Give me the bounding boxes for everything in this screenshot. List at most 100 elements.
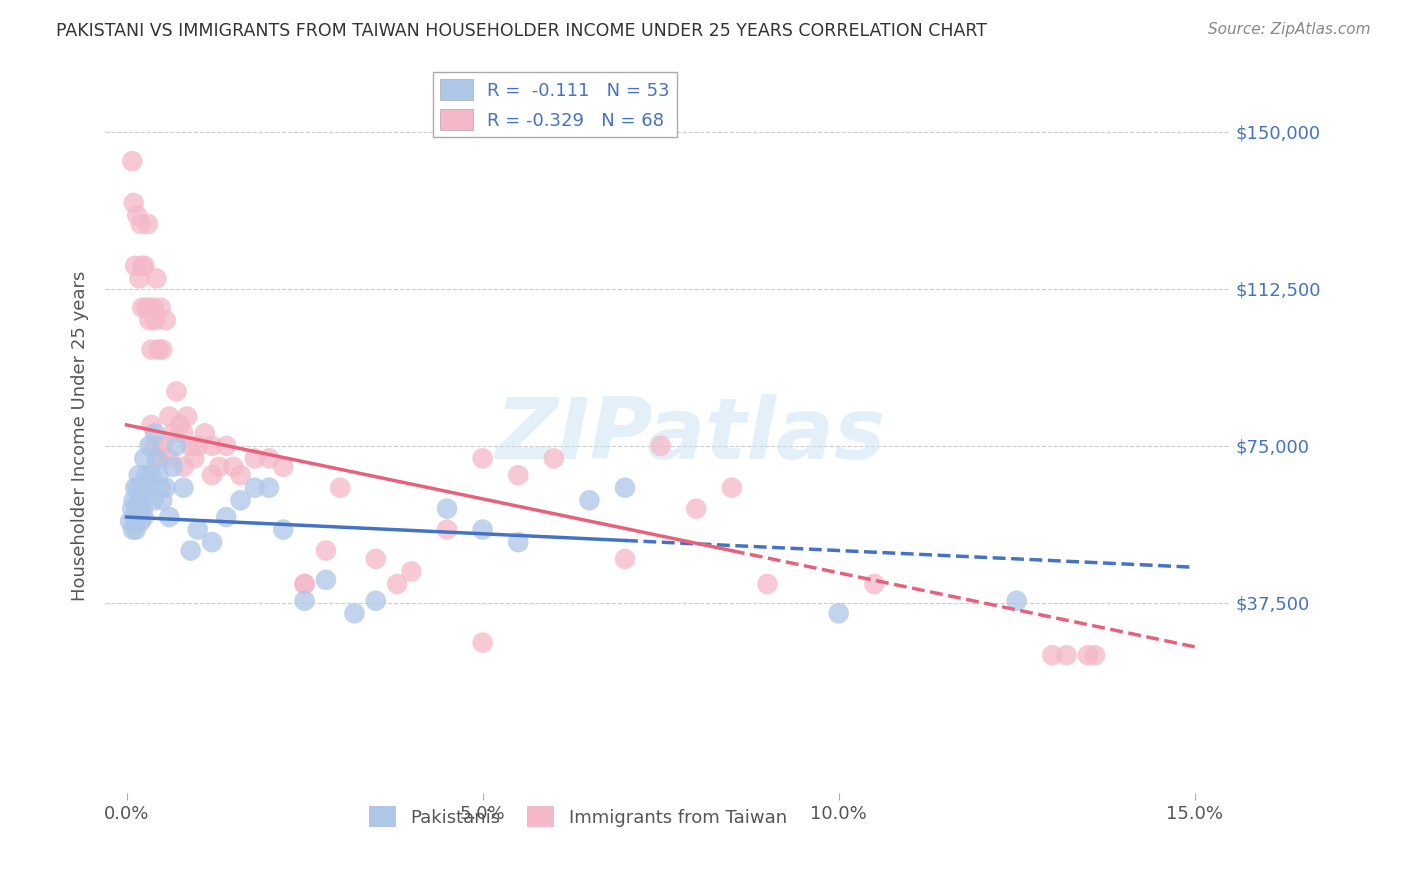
Point (131, 493, 153, 508)
Point (176, 409, 198, 424)
Point (150, 439, 173, 453)
Point (201, 468, 224, 483)
Point (208, 459, 231, 474)
Point (136, 481, 159, 495)
Point (142, 493, 165, 508)
Point (650, 439, 672, 453)
Point (134, 451, 156, 466)
Point (294, 594, 316, 608)
Point (1005, 594, 1028, 608)
Point (173, 481, 195, 495)
Point (124, 510, 146, 524)
Point (578, 493, 600, 508)
Point (1040, 648, 1063, 663)
Point (125, 523, 148, 537)
Text: ZIPatlas: ZIPatlas (495, 394, 886, 477)
Point (364, 594, 387, 608)
Point (173, 459, 195, 474)
Point (271, 523, 294, 537)
Point (122, 196, 145, 211)
Point (131, 259, 153, 273)
Point (194, 426, 217, 441)
Point (721, 481, 744, 495)
Point (155, 481, 177, 495)
Point (148, 451, 170, 466)
Point (128, 271, 150, 285)
Point (401, 565, 423, 579)
Point (127, 209, 149, 223)
Point (122, 523, 145, 537)
Legend: Pakistanis, Immigrants from Taiwan: Pakistanis, Immigrants from Taiwan (361, 799, 794, 834)
Point (364, 552, 387, 566)
Point (143, 313, 166, 327)
Point (1077, 648, 1099, 663)
Point (132, 501, 155, 516)
Point (315, 573, 337, 587)
Point (543, 451, 565, 466)
Point (180, 439, 202, 453)
Point (127, 510, 149, 524)
Point (148, 343, 170, 357)
Point (157, 510, 180, 524)
Point (122, 493, 145, 508)
Point (201, 439, 224, 453)
Point (257, 481, 280, 495)
Point (165, 384, 187, 399)
Point (329, 481, 352, 495)
Point (155, 313, 177, 327)
Y-axis label: Householder Income Under 25 years: Householder Income Under 25 years (72, 270, 89, 600)
Point (756, 577, 779, 591)
Point (131, 481, 153, 495)
Point (508, 535, 530, 549)
Point (138, 439, 160, 453)
Point (187, 523, 209, 537)
Point (145, 451, 167, 466)
Point (148, 468, 170, 483)
Point (135, 468, 157, 483)
Point (149, 481, 172, 495)
Point (142, 301, 165, 315)
Point (134, 259, 156, 273)
Point (157, 409, 180, 424)
Point (436, 523, 458, 537)
Point (271, 459, 294, 474)
Point (215, 510, 238, 524)
Point (685, 501, 707, 516)
Point (150, 493, 173, 508)
Point (1056, 648, 1078, 663)
Point (201, 535, 224, 549)
Point (162, 426, 184, 441)
Point (124, 259, 146, 273)
Point (120, 514, 142, 528)
Point (143, 426, 166, 441)
Point (508, 468, 530, 483)
Point (129, 217, 152, 231)
Point (141, 468, 163, 483)
Point (132, 510, 155, 524)
Point (215, 439, 238, 453)
Point (294, 577, 316, 591)
Point (121, 154, 143, 169)
Point (125, 501, 148, 516)
Point (131, 301, 153, 315)
Text: Source: ZipAtlas.com: Source: ZipAtlas.com (1208, 22, 1371, 37)
Point (187, 439, 209, 453)
Point (183, 451, 205, 466)
Point (294, 577, 316, 591)
Point (128, 468, 150, 483)
Point (614, 481, 637, 495)
Point (143, 439, 166, 453)
Point (136, 217, 159, 231)
Text: PAKISTANI VS IMMIGRANTS FROM TAIWAN HOUSEHOLDER INCOME UNDER 25 YEARS CORRELATIO: PAKISTANI VS IMMIGRANTS FROM TAIWAN HOUS… (56, 22, 987, 40)
Point (138, 313, 160, 327)
Point (149, 301, 172, 315)
Point (243, 481, 266, 495)
Point (129, 501, 152, 516)
Point (222, 459, 245, 474)
Point (229, 468, 252, 483)
Point (343, 607, 366, 621)
Point (1084, 648, 1107, 663)
Point (173, 426, 195, 441)
Point (614, 552, 637, 566)
Point (150, 343, 173, 357)
